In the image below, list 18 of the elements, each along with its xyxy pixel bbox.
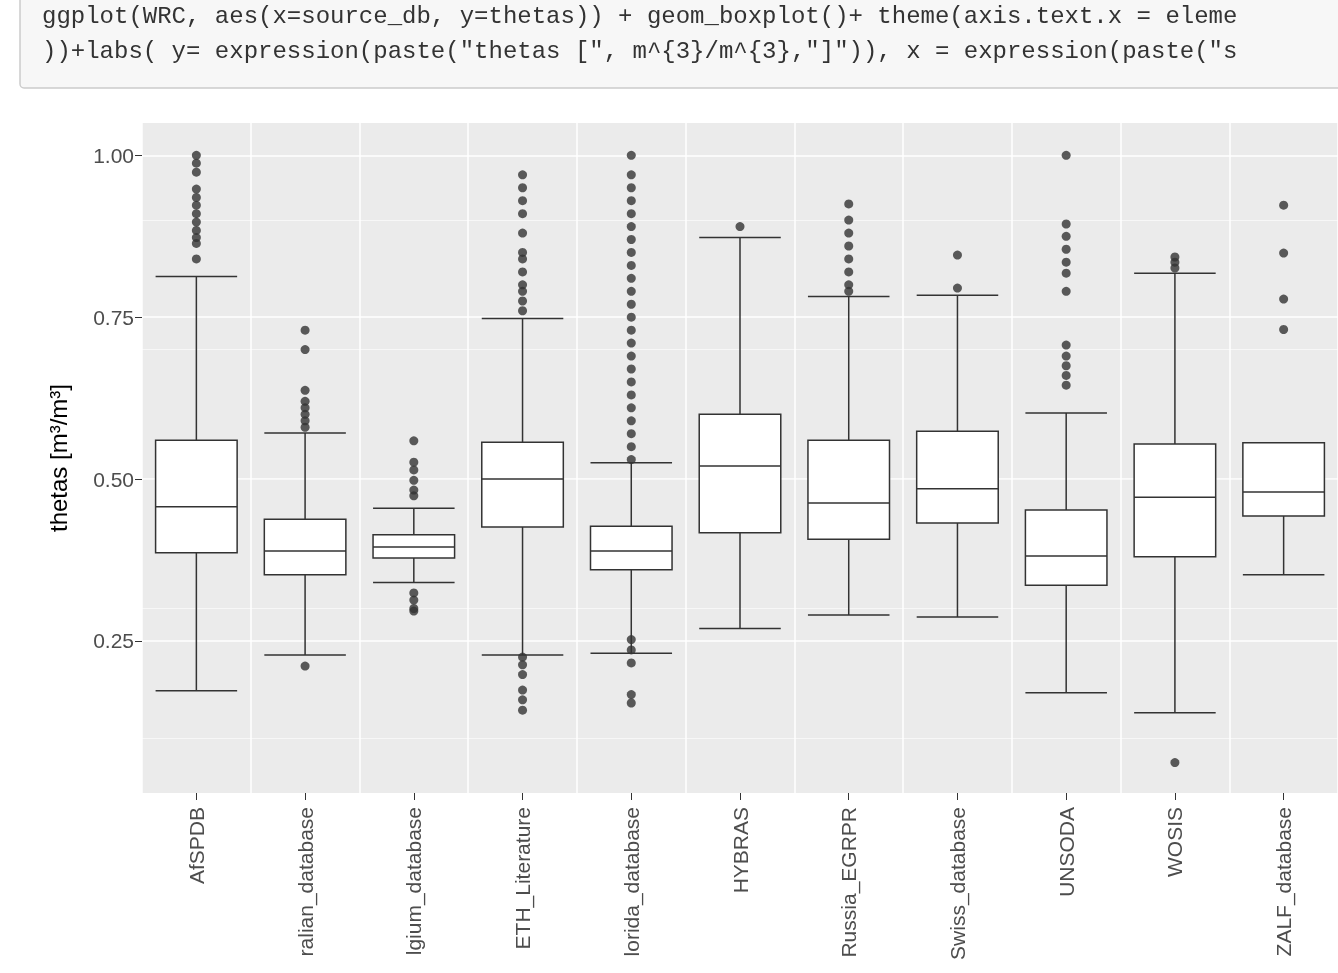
x-tick-label: AfSPDB	[184, 807, 208, 885]
y-tick-label: 1.00	[93, 143, 134, 167]
x-tick-label: UNSODA	[1054, 807, 1078, 897]
x-tick-label: Russia_EGRPR	[837, 807, 862, 958]
x-tick-label: ETH_Literature	[511, 807, 536, 950]
x-tick-label: WOSIS	[1163, 807, 1187, 878]
text: ))+labs( y= expression(paste("thetas [", m^{3}/m^{3},"]")), x = expression(paste("s	[42, 37, 1238, 65]
x-tick-label: lgium_database	[402, 807, 427, 956]
y-tick-label: 0.50	[93, 467, 134, 491]
text: ggplot(WRC, aes(x=source_db, y=thetas)) + geom_boxplot()+ theme(axis.text.x = eleme	[42, 2, 1238, 30]
x-tick-label: lorida_database	[619, 807, 644, 957]
x-tick-label: Swiss_database	[945, 807, 970, 960]
x-tick-label: ralian_database	[293, 807, 318, 957]
x-tick-label: HYBRAS	[728, 807, 752, 894]
y-axis-title: thetas [m³/m³]	[44, 383, 72, 533]
y-tick-label: 0.75	[93, 305, 134, 329]
x-tick-label: ZALF_database	[1272, 807, 1297, 957]
y-tick-label: 0.25	[93, 629, 134, 653]
